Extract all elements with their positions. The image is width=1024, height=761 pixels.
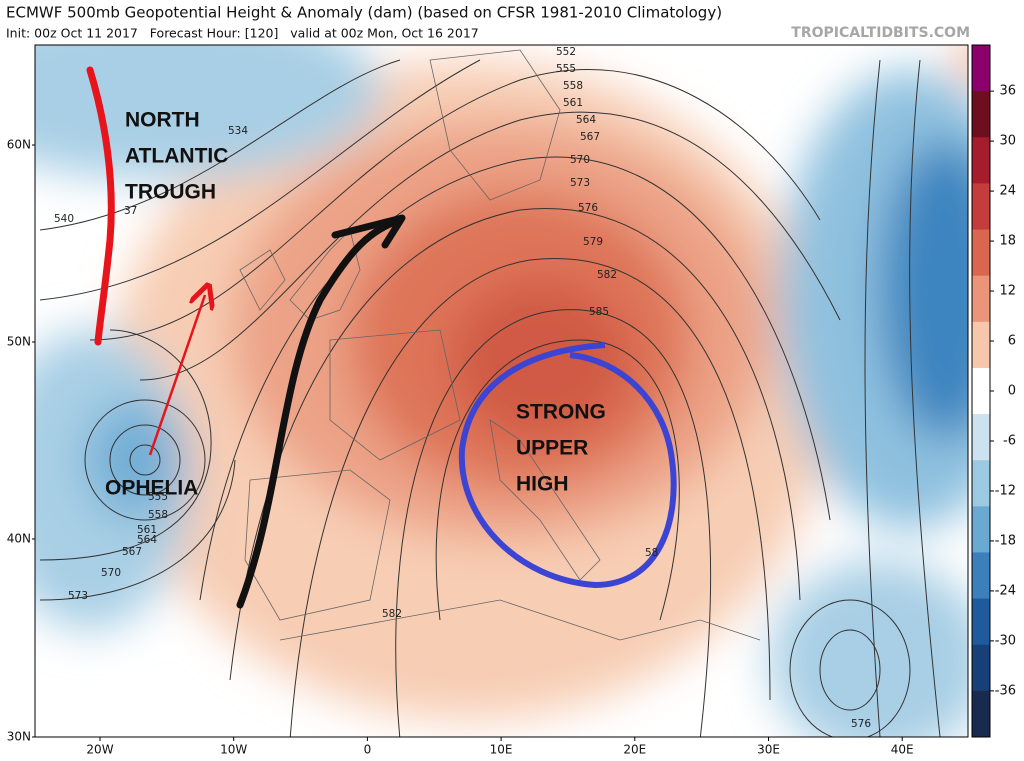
colorbar-tick-label: 12 — [999, 284, 1016, 299]
contour-label: 540 — [54, 213, 74, 225]
contour-label: 561 — [137, 524, 157, 536]
contour-label: 573 — [570, 177, 590, 189]
contour-label: 579 — [583, 236, 603, 248]
colorbar-swatch — [972, 414, 990, 461]
colorbar-tick-label: -12 — [995, 483, 1016, 498]
contour-label: 576 — [851, 718, 871, 730]
contour-label: 58 — [645, 547, 658, 559]
colorbar-tick-label: -6 — [1003, 433, 1016, 448]
flow-arrow — [236, 216, 404, 609]
annotation-drawings — [86, 66, 677, 609]
map-subtitle: Init: 00z Oct 11 2017 Forecast Hour: [12… — [6, 26, 479, 41]
colorbar-tick-label: 24 — [999, 184, 1016, 199]
lat-label: 40N — [7, 532, 31, 546]
contour-label: 570 — [570, 154, 590, 166]
contour-label: 564 — [137, 534, 157, 546]
colorbar-tick-label: -18 — [995, 533, 1016, 548]
contour-label: 567 — [122, 546, 142, 558]
colorbar-swatch — [972, 460, 990, 507]
colorbar-swatch — [972, 229, 990, 277]
colorbar-swatch — [972, 644, 990, 692]
annotation-label: NORTH — [125, 109, 200, 132]
lon-label: 30E — [757, 743, 780, 757]
contour-label: 552 — [556, 46, 576, 58]
colorbar-tick-label: -36 — [995, 683, 1016, 698]
lat-label: 50N — [7, 335, 31, 349]
contour-label: 558 — [563, 80, 583, 92]
contour-label: 555 — [148, 491, 168, 503]
contour-label: 561 — [563, 97, 583, 109]
lon-label: 20E — [623, 743, 646, 757]
high-circle — [458, 342, 677, 589]
contour-label: 534 — [228, 125, 248, 137]
contour-label: 558 — [148, 509, 168, 521]
colorbar-tick-label: 6 — [1008, 334, 1016, 349]
colorbar-swatch — [972, 506, 990, 553]
colorbar-swatch — [972, 552, 990, 600]
annotation-label: STRONG — [516, 401, 606, 424]
contour-label: 573 — [68, 590, 88, 602]
trough-axis — [86, 66, 115, 346]
source-credit: TROPICALTIDBITS.COM — [791, 25, 970, 41]
annotation-label: ATLANTIC — [125, 145, 228, 168]
lat-label: 30N — [7, 730, 31, 744]
contour-label: 564 — [576, 114, 596, 126]
contour-label: 582 — [597, 269, 617, 281]
annotation-label: HIGH — [516, 473, 569, 496]
annotation-label: OPHELIA — [105, 477, 198, 500]
lon-label: 10W — [220, 743, 247, 757]
colorbar-swatch — [972, 183, 990, 231]
colorbar-tick-label: -24 — [995, 583, 1016, 598]
colorbar-tick-label: -30 — [995, 633, 1016, 648]
flow-arrow-head — [331, 214, 406, 249]
lon-label: 40E — [891, 743, 914, 757]
colorbar-swatch — [972, 598, 990, 646]
ophelia-track-arrow — [148, 295, 205, 456]
contour-label: 567 — [580, 131, 600, 143]
contour-label: 555 — [556, 63, 576, 75]
colorbar-swatch — [972, 45, 990, 92]
contour-label: 37 — [124, 205, 137, 217]
contour-label: 576 — [578, 202, 598, 214]
colorbar-swatch — [972, 321, 990, 369]
contour-label: 585 — [589, 306, 609, 318]
annotation-label: UPPER — [516, 437, 588, 460]
colorbar-swatch — [972, 91, 990, 138]
contour-label: 582 — [382, 608, 402, 620]
lon-label: 0 — [364, 743, 372, 757]
colorbar-tick-label: 36 — [999, 84, 1016, 99]
colorbar-tick-label: 0 — [1008, 384, 1016, 399]
lon-label: 10E — [490, 743, 513, 757]
colorbar-tick-label: 18 — [999, 234, 1016, 249]
lon-label: 20W — [86, 743, 113, 757]
contour-label: 570 — [101, 567, 121, 579]
colorbar-swatch — [972, 137, 990, 184]
colorbar-tick-label: 30 — [999, 134, 1016, 149]
map-title: ECMWF 500mb Geopotential Height & Anomal… — [6, 4, 722, 22]
colorbar-swatch — [972, 367, 990, 415]
colorbar-swatch — [972, 275, 990, 323]
colorbar: 36 30 24 18 12 6 0 -6 -12 -18 -24 -30 -36 — [971, 44, 1016, 738]
colorbar-swatch — [972, 690, 990, 738]
lat-label: 60N — [7, 138, 31, 152]
annotation-label: TROUGH — [125, 181, 216, 204]
